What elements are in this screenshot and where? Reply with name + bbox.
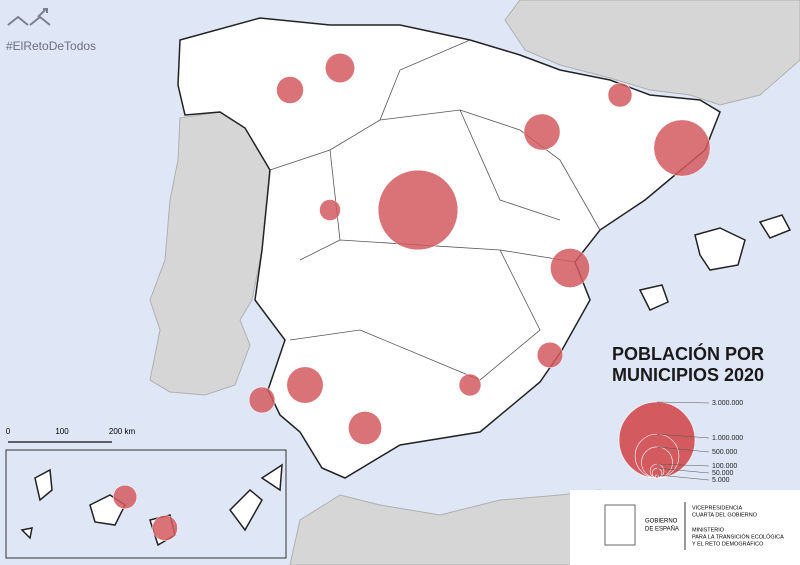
- population-bubble: [276, 76, 304, 104]
- title: MUNICIPIOS 2020: [612, 365, 764, 385]
- scale-label: 200 km: [109, 427, 136, 436]
- footer-text: MINISTERIO: [692, 527, 725, 533]
- legend-label: 5.000: [712, 477, 730, 484]
- africa: [289, 489, 601, 565]
- legend-label: 1.000.000: [712, 435, 743, 442]
- population-bubble: [348, 411, 382, 445]
- population-bubble: [550, 248, 590, 288]
- population-bubble: [607, 82, 633, 108]
- legend-leader: [656, 401, 710, 404]
- legend: 3.000.000 1.000.000 500.000 100.00050.0005.…: [618, 400, 743, 484]
- population-bubble: [319, 199, 341, 221]
- population-bubble: [523, 113, 561, 151]
- france: [504, 0, 800, 106]
- population-bubble: [458, 373, 482, 397]
- legend-label: 100.000: [712, 463, 737, 470]
- population-bubble: [112, 484, 138, 510]
- population-bubble: [286, 366, 324, 404]
- legend-label: 50.000: [712, 470, 734, 477]
- population-bubble: [152, 515, 178, 541]
- legend-leader: [656, 474, 710, 481]
- balearic-islands: [638, 214, 792, 311]
- population-bubble: [248, 386, 276, 414]
- bubbles: [112, 53, 711, 541]
- legend-leader: [656, 433, 710, 439]
- population-bubble: [653, 119, 711, 177]
- brand-icon: [7, 8, 51, 26]
- footer-text: DE ESPAÑA: [645, 526, 679, 533]
- population-bubble: [325, 53, 355, 83]
- legend-label: 3.000.000: [712, 400, 743, 407]
- legend-leader: [656, 463, 710, 467]
- footer-text: VICEPRESIDENCIA: [692, 505, 742, 511]
- footer-text: CUARTA DEL GOBIERNO: [692, 512, 758, 518]
- title: POBLACIÓN POR: [612, 343, 764, 364]
- footer-text: PARA LA TRANSICIÓN ECOLÓGICA: [692, 533, 784, 540]
- legend-leader: [656, 467, 710, 474]
- coat-of-arms: [604, 504, 636, 546]
- brand: #ElRetoDeTodos: [6, 39, 96, 53]
- legend-label: 500.000: [712, 449, 737, 456]
- region-borders: [269, 39, 601, 381]
- footer-text: GOBIERNO: [645, 519, 678, 525]
- scale-bar: 0 100 200 km: [6, 427, 136, 443]
- scale-label: 0: [6, 427, 11, 436]
- legend-circle: [655, 474, 659, 479]
- footer-text: Y EL RETO DEMOGRÁFICO: [692, 540, 764, 547]
- scale-label: 100: [55, 427, 69, 436]
- population-bubble: [377, 169, 459, 251]
- legend-leader: [656, 446, 710, 453]
- population-bubble: [536, 341, 564, 369]
